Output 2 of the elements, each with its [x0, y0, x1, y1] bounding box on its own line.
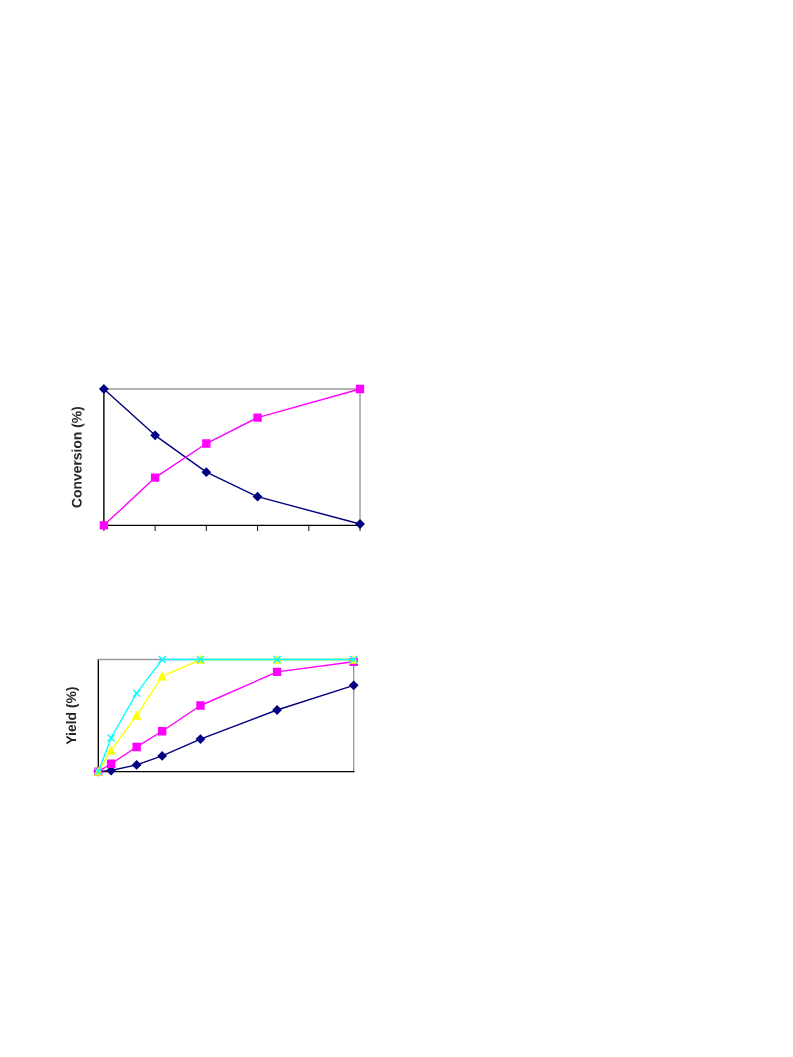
y-axis-title: Conversion (%) — [71, 406, 85, 508]
y-axis-title: Yield (%) — [65, 687, 79, 745]
